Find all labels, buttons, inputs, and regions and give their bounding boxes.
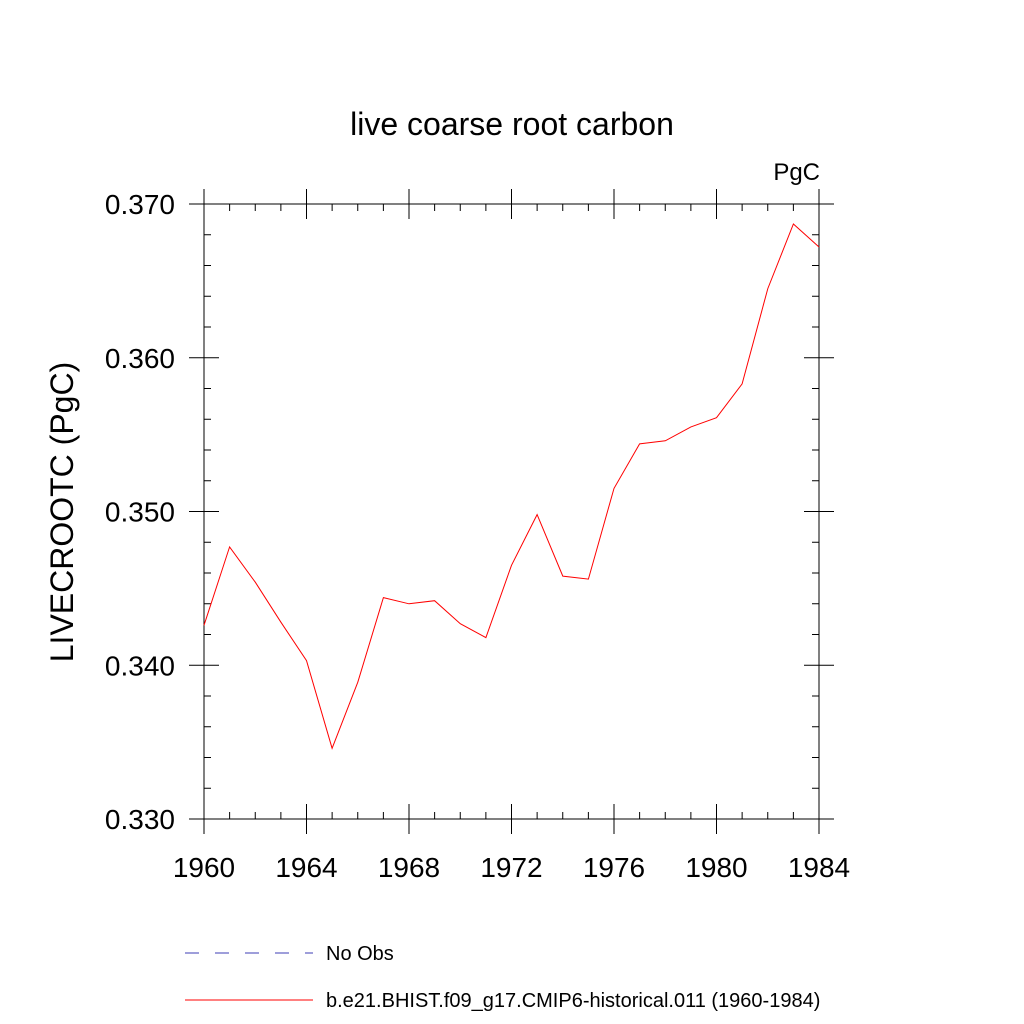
units-label: PgC (773, 159, 820, 186)
y-tick-label: 0.360 (105, 343, 175, 374)
series-layer (203, 223, 820, 750)
y-axis-label: LIVECROOTC (PgC) (44, 362, 80, 662)
x-tick-label: 1984 (788, 852, 850, 883)
axis-tick-labels: 1960 1964 1968 1972 1976 1980 1984 0.330 0.340 0.… (105, 189, 850, 883)
y-tick-label: 0.370 (105, 189, 175, 220)
x-tick-label: 1960 (173, 852, 235, 883)
x-tick-label: 1972 (480, 852, 542, 883)
x-tick-label: 1980 (685, 852, 747, 883)
plot-frame (203, 203, 820, 820)
y-tick-label: 0.330 (105, 804, 175, 835)
series-line-0 (203, 223, 820, 750)
chart-title: live coarse root carbon (350, 106, 674, 142)
x-tick-label: 1976 (583, 852, 645, 883)
legend-label-model: b.e21.BHIST.f09_g17.CMIP6-historical.011… (326, 990, 820, 1012)
y-tick-label: 0.340 (105, 650, 175, 681)
legend: No Obs b.e21.BHIST.f09_g17.CMIP6-histori… (185, 943, 820, 1012)
legend-label-no-obs: No Obs (326, 943, 394, 965)
x-tick-label: 1964 (275, 852, 337, 883)
y-tick-label: 0.350 (105, 497, 175, 528)
axis-ticks (189, 189, 834, 834)
x-tick-label: 1968 (378, 852, 440, 883)
